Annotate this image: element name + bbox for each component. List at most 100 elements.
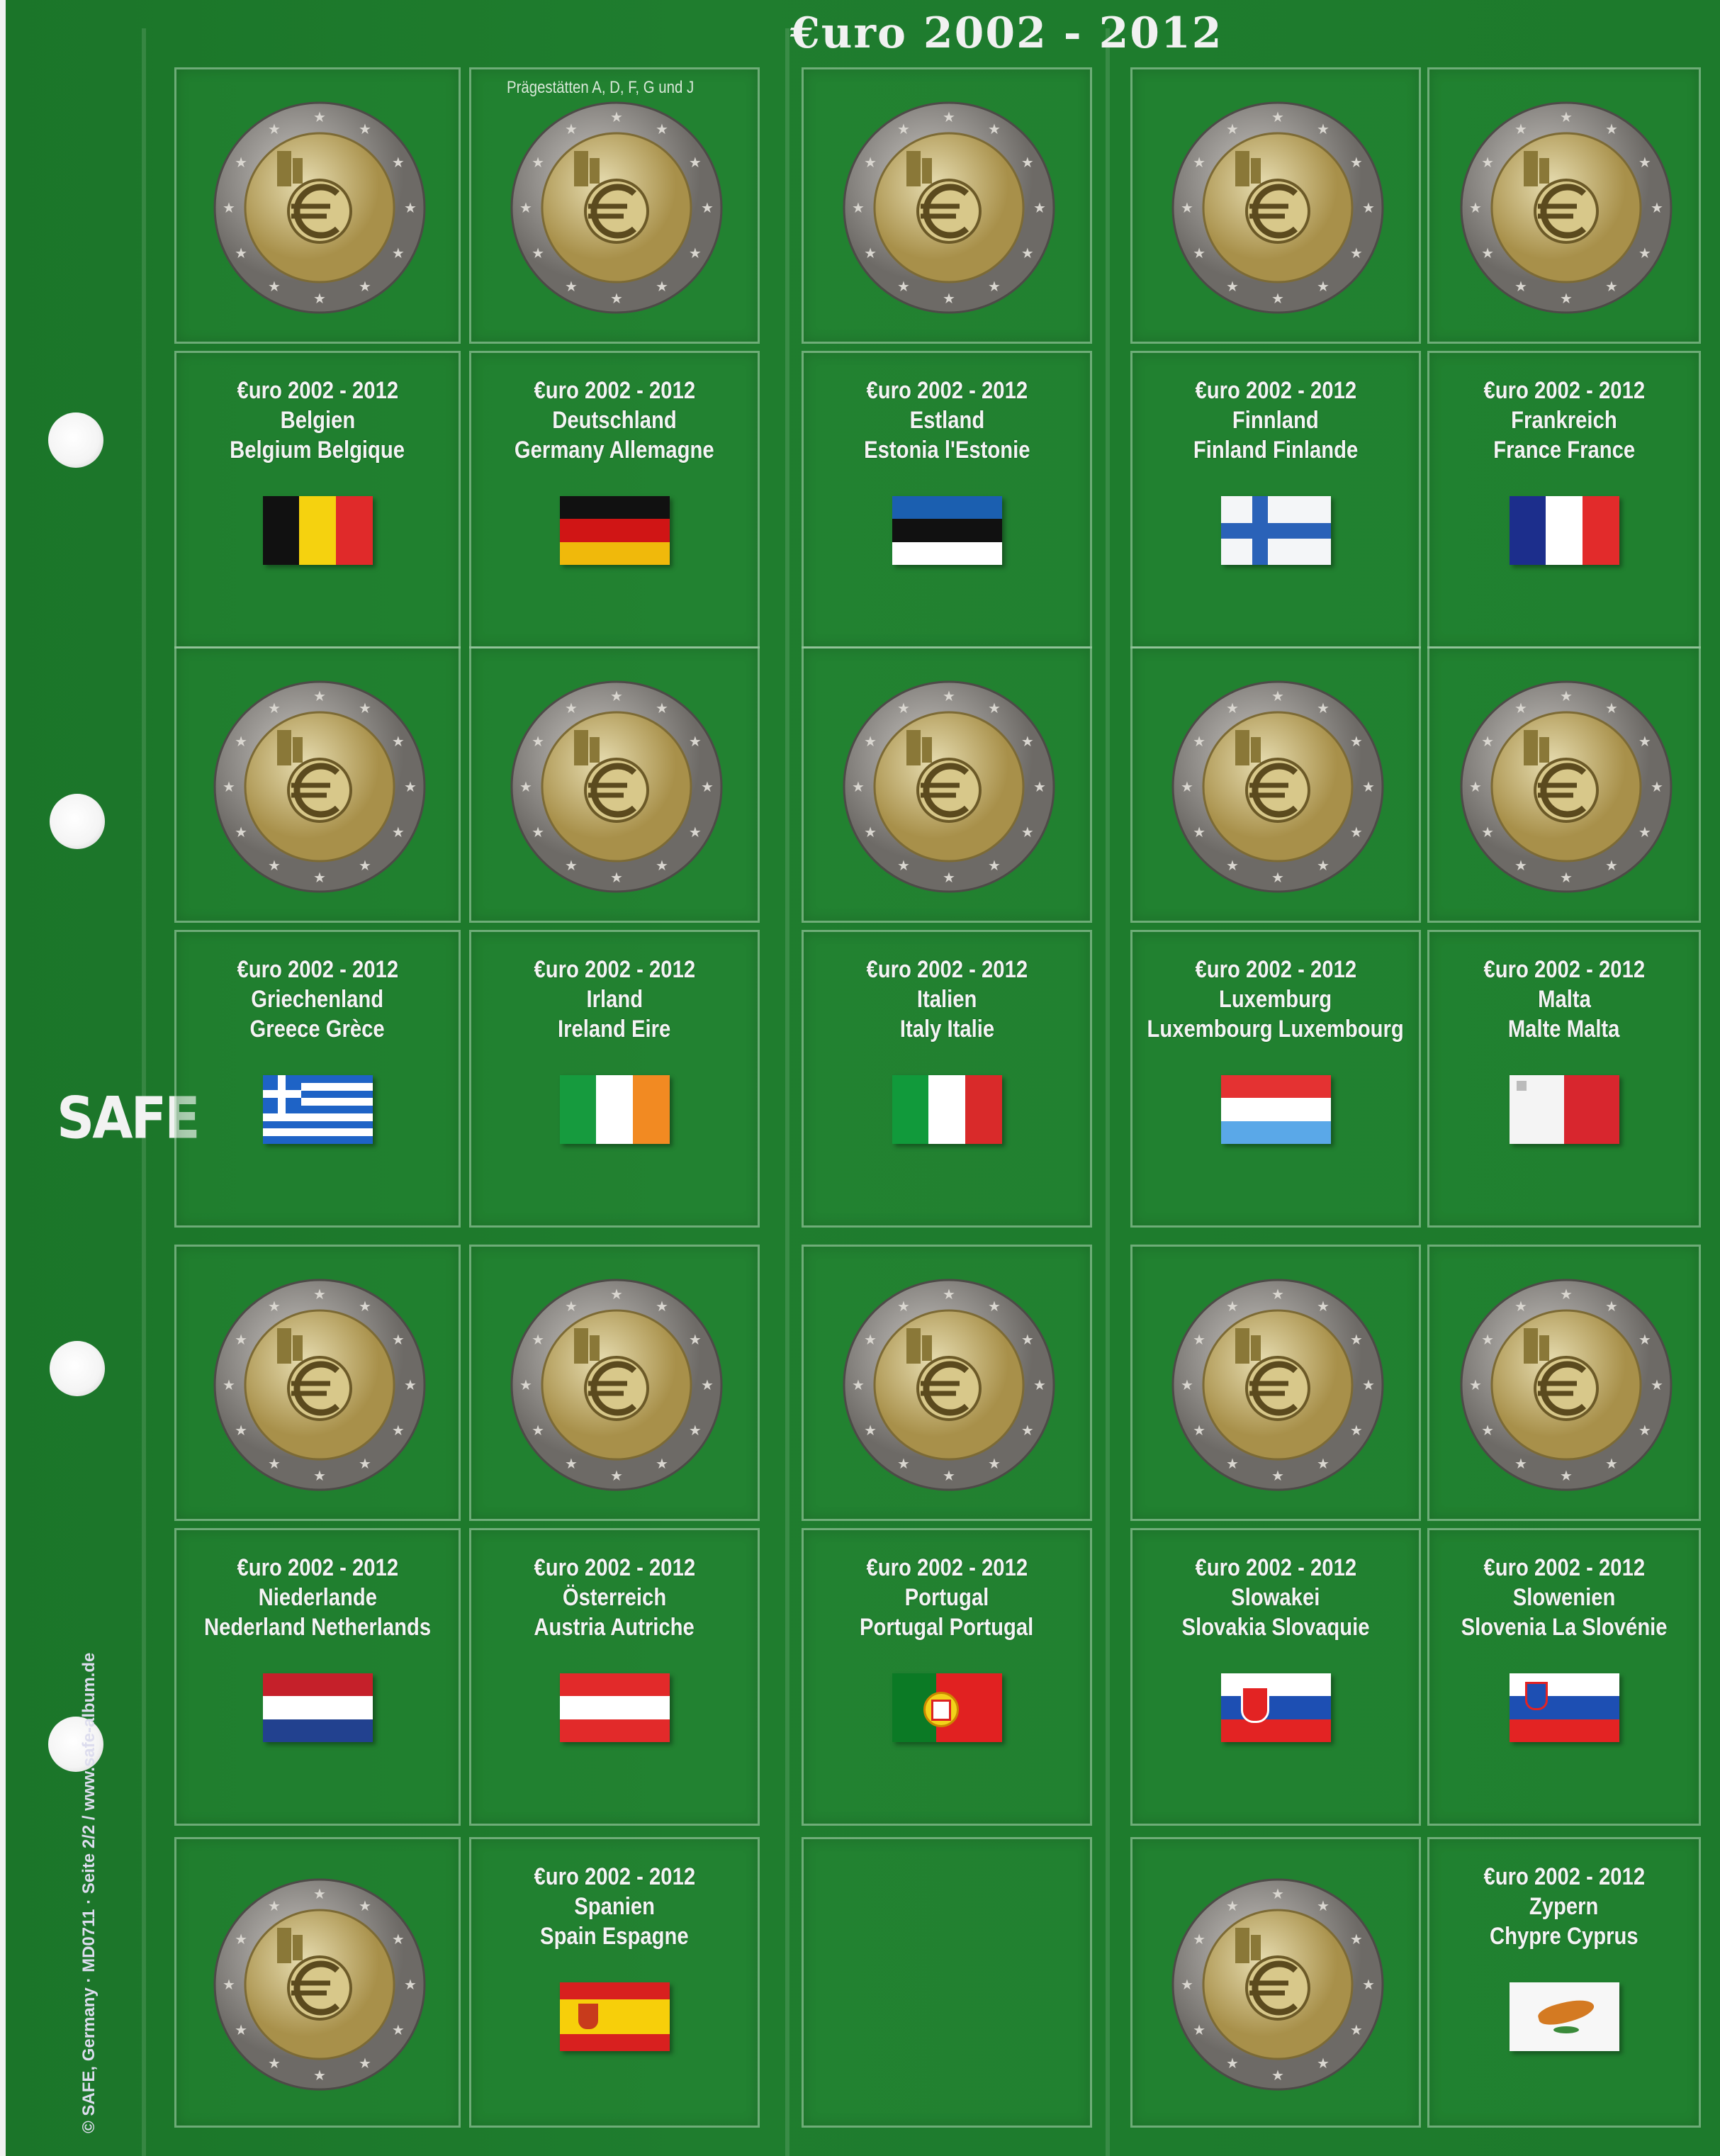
svg-text:★: ★ — [223, 1977, 235, 1993]
svg-text:★: ★ — [1605, 1299, 1618, 1315]
country-label-pocket: €uro 2002 - 2012 Zypern Chypre Cyprus — [1427, 1837, 1701, 2128]
coin-pocket[interactable]: ★ ★ ★ ★ ★ ★ ★ ★ ★ ★ ★ ★ — [469, 1245, 760, 1521]
safe-logo: SAFE — [57, 1084, 201, 1152]
svg-text:★: ★ — [404, 780, 417, 795]
svg-text:★: ★ — [1639, 734, 1651, 750]
svg-text:★: ★ — [313, 870, 326, 886]
country-name-intl: Belgium Belgique — [230, 437, 405, 464]
svg-text:★: ★ — [268, 122, 281, 137]
coin-pocket[interactable]: ★ ★ ★ ★ ★ ★ ★ ★ ★ ★ ★ ★ — [1130, 1837, 1421, 2128]
svg-text:★: ★ — [268, 1899, 281, 1914]
coin-pocket[interactable]: ★ ★ ★ ★ ★ ★ ★ ★ ★ ★ ★ ★ — [802, 646, 1092, 923]
svg-text:★: ★ — [313, 1887, 326, 1902]
svg-text:★: ★ — [268, 279, 281, 295]
coin-pocket[interactable]: ★ ★ ★ ★ ★ ★ ★ ★ ★ ★ ★ ★ — [174, 646, 461, 923]
svg-text:★: ★ — [1514, 122, 1527, 137]
country-name-de: Italien — [916, 986, 977, 1013]
svg-text:★: ★ — [897, 122, 910, 137]
svg-text:★: ★ — [1362, 201, 1375, 216]
svg-text:★: ★ — [988, 1456, 1001, 1472]
coin-pocket[interactable]: ★ ★ ★ ★ ★ ★ ★ ★ ★ ★ ★ ★ — [1130, 67, 1421, 344]
svg-text:★: ★ — [1021, 246, 1034, 262]
svg-text:★: ★ — [701, 201, 714, 216]
svg-text:★: ★ — [689, 734, 702, 750]
coin-pocket[interactable]: ★ ★ ★ ★ ★ ★ ★ ★ ★ ★ ★ ★ — [1130, 646, 1421, 923]
svg-text:★: ★ — [359, 858, 371, 874]
binder-hole — [48, 412, 103, 468]
coin-pocket[interactable]: ★ ★ ★ ★ ★ ★ ★ ★ ★ ★ ★ ★ — [802, 67, 1092, 344]
coin-pocket[interactable]: ★ ★ ★ ★ ★ ★ ★ ★ ★ ★ ★ ★ — [1427, 646, 1701, 923]
svg-text:★: ★ — [852, 201, 865, 216]
coin-pocket[interactable]: ★ ★ ★ ★ ★ ★ ★ ★ ★ ★ ★ ★ — [1130, 1245, 1421, 1521]
label-title: €uro 2002 - 2012 — [1483, 377, 1645, 404]
svg-text:★: ★ — [1317, 2056, 1330, 2072]
coin-image: ★ ★ ★ ★ ★ ★ ★ ★ ★ ★ ★ ★ — [843, 1279, 1055, 1495]
svg-text:★: ★ — [1350, 825, 1363, 841]
svg-text:★: ★ — [1193, 734, 1205, 750]
coin-pocket[interactable]: ★ ★ ★ ★ ★ ★ ★ ★ ★ ★ ★ ★ — [1427, 67, 1701, 344]
coin-pocket[interactable]: ★ ★ ★ ★ ★ ★ ★ ★ ★ ★ ★ ★ — [174, 1245, 461, 1521]
empty-pocket[interactable] — [802, 1837, 1092, 2128]
svg-text:★: ★ — [1193, 246, 1205, 262]
flag-portugal — [892, 1673, 1002, 1742]
coin-pocket[interactable]: ★ ★ ★ ★ ★ ★ ★ ★ ★ ★ ★ ★ — [802, 1245, 1092, 1521]
svg-text:★: ★ — [1271, 110, 1284, 125]
svg-text:★: ★ — [701, 1378, 714, 1393]
label-title: €uro 2002 - 2012 — [534, 377, 695, 404]
svg-text:★: ★ — [610, 870, 623, 886]
country-name-intl: Slovenia La Slovénie — [1461, 1614, 1668, 1641]
coin-pocket[interactable]: ★ ★ ★ ★ ★ ★ ★ ★ ★ ★ ★ ★ — [174, 1837, 461, 2128]
svg-text:★: ★ — [689, 1332, 702, 1348]
svg-text:★: ★ — [565, 122, 578, 137]
svg-text:★: ★ — [268, 1299, 281, 1315]
country-name-intl: Ireland Eire — [558, 1016, 671, 1043]
svg-text:★: ★ — [689, 825, 702, 841]
country-label-pocket: €uro 2002 - 2012 Slowakei Slovakia Slovaqu… — [1130, 1528, 1421, 1826]
coin-pocket[interactable]: ★ ★ ★ ★ ★ ★ ★ ★ ★ ★ ★ ★ — [174, 67, 461, 344]
svg-text:★: ★ — [1193, 1423, 1205, 1439]
coin-image: ★ ★ ★ ★ ★ ★ ★ ★ ★ ★ ★ ★ — [213, 101, 426, 318]
svg-text:★: ★ — [235, 1332, 247, 1348]
coin-image: ★ ★ ★ ★ ★ ★ ★ ★ ★ ★ ★ ★ — [1460, 1279, 1673, 1495]
country-label-pocket: €uro 2002 - 2012 Portugal Portugal Portuga… — [802, 1528, 1092, 1826]
coin-image: ★ ★ ★ ★ ★ ★ ★ ★ ★ ★ ★ ★ — [843, 101, 1055, 318]
svg-text:★: ★ — [1514, 701, 1527, 717]
coin-pocket[interactable]: ★ ★ ★ ★ ★ ★ ★ ★ ★ ★ ★ ★ — [1427, 1245, 1701, 1521]
svg-text:★: ★ — [1317, 858, 1330, 874]
svg-text:★: ★ — [235, 825, 247, 841]
coin-image: ★ ★ ★ ★ ★ ★ ★ ★ ★ ★ ★ ★ — [510, 101, 723, 318]
svg-text:★: ★ — [532, 825, 544, 841]
svg-text:★: ★ — [392, 246, 405, 262]
svg-text:★: ★ — [1560, 1469, 1573, 1484]
svg-text:★: ★ — [1481, 155, 1494, 171]
flag-estonia — [892, 496, 1002, 565]
svg-text:★: ★ — [1469, 780, 1482, 795]
coin-pocket[interactable]: ★ ★ ★ ★ ★ ★ ★ ★ ★ ★ ★ ★ — [469, 67, 760, 344]
svg-text:★: ★ — [1226, 279, 1239, 295]
svg-text:★: ★ — [565, 1456, 578, 1472]
country-name-de: Portugal — [904, 1584, 989, 1611]
svg-text:★: ★ — [610, 1469, 623, 1484]
svg-text:★: ★ — [1560, 110, 1573, 125]
svg-text:★: ★ — [1362, 1977, 1375, 1993]
coin-pocket[interactable]: ★ ★ ★ ★ ★ ★ ★ ★ ★ ★ ★ ★ — [469, 646, 760, 923]
svg-text:★: ★ — [1350, 1932, 1363, 1948]
country-name-de: Luxemburg — [1219, 986, 1332, 1013]
svg-text:★: ★ — [565, 858, 578, 874]
svg-text:★: ★ — [1362, 1378, 1375, 1393]
svg-text:★: ★ — [852, 780, 865, 795]
svg-text:★: ★ — [1271, 1469, 1284, 1484]
country-label-pocket: €uro 2002 - 2012 Irland Ireland Eire — [469, 930, 760, 1228]
svg-text:★: ★ — [689, 246, 702, 262]
svg-text:★: ★ — [313, 291, 326, 307]
coin-image: ★ ★ ★ ★ ★ ★ ★ ★ ★ ★ ★ ★ — [1460, 680, 1673, 897]
svg-text:★: ★ — [1021, 734, 1034, 750]
mint-note: Prägestätten A, D, F, G und J — [507, 78, 695, 97]
svg-text:★: ★ — [1639, 155, 1651, 171]
country-label-pocket: €uro 2002 - 2012 Belgien Belgium Belgique — [174, 351, 461, 649]
svg-text:★: ★ — [610, 1287, 623, 1303]
svg-text:★: ★ — [1226, 2056, 1239, 2072]
svg-text:★: ★ — [1317, 1899, 1330, 1914]
country-name-intl: Finland Finlande — [1193, 437, 1359, 464]
svg-text:★: ★ — [1021, 1423, 1034, 1439]
